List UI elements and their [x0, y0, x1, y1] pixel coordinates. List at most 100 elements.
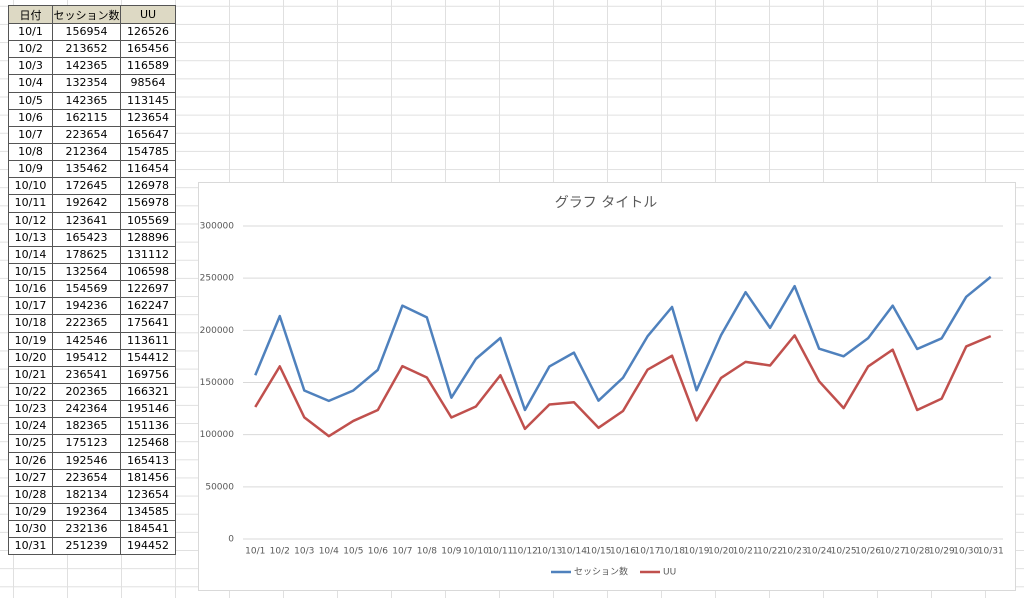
y-tick-label: 100000 [200, 430, 235, 440]
table-cell: 10/22 [8, 382, 53, 402]
table-row: 10/30 232136 184541 [8, 520, 176, 539]
legend-label: セッション数 [574, 566, 628, 578]
table-cell: 192364 [52, 502, 121, 522]
table-row: 10/22 202365 166321 [8, 382, 176, 402]
x-tick-label: 10/17 [635, 547, 661, 557]
chart-area [198, 182, 1016, 591]
table-cell: 10/12 [8, 211, 53, 230]
y-tick-label: 0 [228, 535, 234, 545]
table-cell: 142546 [52, 331, 121, 350]
table-row: 10/9 135462 116454 [8, 160, 176, 179]
table-cell: 10/15 [8, 262, 53, 282]
table-cell: 232136 [52, 520, 121, 539]
x-tick-label: 10/12 [512, 547, 538, 557]
table-cell: 10/5 [8, 91, 53, 110]
table-cell: 128896 [120, 228, 176, 247]
x-tick-label: 10/5 [343, 547, 363, 557]
table-cell: 10/19 [8, 331, 53, 350]
x-tick-label: 10/19 [684, 547, 710, 557]
table-row: 10/12 123641 105569 [8, 211, 176, 230]
table-row: 10/13 165423 128896 [8, 228, 176, 247]
table-cell: 165456 [120, 40, 176, 59]
table-cell: 154412 [120, 348, 176, 367]
header-row: 日付 セッション数 UU [8, 5, 176, 24]
table-cell: 202365 [52, 382, 121, 402]
table-cell: 222365 [52, 314, 121, 333]
table-row: 10/7 223654 165647 [8, 125, 176, 144]
table-cell: 132354 [52, 74, 121, 93]
x-tick-label: 10/22 [757, 547, 783, 557]
table-row: 10/29 192364 134585 [8, 502, 176, 522]
table-cell: 223654 [52, 125, 121, 144]
legend-label: UU [663, 568, 676, 578]
x-tick-label: 10/4 [319, 547, 339, 557]
x-tick-label: 10/23 [782, 547, 808, 557]
table-cell: 10/2 [8, 40, 53, 59]
table-cell: 165647 [120, 125, 176, 144]
table-cell: 194452 [120, 537, 176, 556]
x-tick-label: 10/25 [831, 547, 857, 557]
table-row: 10/18 222365 175641 [8, 314, 176, 333]
table-cell: 10/11 [8, 194, 53, 213]
y-tick-label: 200000 [200, 326, 235, 336]
x-tick-label: 10/24 [806, 547, 832, 557]
table-cell: 123641 [52, 211, 121, 230]
data-table: 日付 セッション数 UU 10/1 156954 126526 10/2 213652 1… [8, 5, 176, 556]
x-tick-label: 10/3 [294, 547, 314, 557]
x-tick-label: 10/10 [463, 547, 489, 557]
table-cell: 182134 [52, 485, 121, 504]
table-cell: 10/31 [8, 537, 53, 556]
x-tick-label: 10/29 [929, 547, 955, 557]
table-cell: 156954 [52, 22, 121, 42]
table-cell: 192642 [52, 194, 121, 213]
table-row: 10/11 192642 156978 [8, 194, 176, 213]
x-tick-label: 10/18 [659, 547, 685, 557]
x-tick-label: 10/15 [586, 547, 612, 557]
x-tick-label: 10/16 [610, 547, 636, 557]
table-row: 10/25 175123 125468 [8, 434, 176, 453]
table-cell: 195146 [120, 400, 176, 419]
table-cell: 116454 [120, 160, 176, 179]
table-row: 10/31 251239 194452 [8, 537, 176, 556]
x-tick-label: 10/26 [855, 547, 881, 557]
x-tick-label: 10/21 [733, 547, 759, 557]
table-cell: 134585 [120, 502, 176, 522]
x-tick-label: 10/27 [880, 547, 906, 557]
y-tick-label: 250000 [200, 274, 235, 284]
table-cell: 10/8 [8, 142, 53, 162]
series-line [254, 334, 992, 438]
table-row: 10/4 132354 98564 [8, 74, 176, 93]
table-cell: 223654 [52, 468, 121, 487]
table-cell: 10/29 [8, 502, 53, 522]
x-tick-label: 10/7 [392, 547, 412, 557]
table-cell: 175123 [52, 434, 121, 453]
table-cell: 10/28 [8, 485, 53, 504]
x-tick-label: 10/14 [561, 547, 587, 557]
table-cell: 135462 [52, 160, 121, 179]
y-tick-label: 50000 [205, 482, 234, 492]
x-tick-label: 10/11 [487, 547, 513, 557]
x-tick-label: 10/1 [245, 547, 265, 557]
table-row: 10/28 182134 123654 [8, 485, 176, 504]
x-tick-label: 10/20 [708, 547, 734, 557]
table-row: 10/2 213652 165456 [8, 40, 176, 59]
header-cell: セッション数 [52, 5, 121, 24]
table-cell: 192546 [52, 451, 121, 470]
table-cell: 98564 [120, 74, 176, 93]
table-cell: 213652 [52, 40, 121, 59]
table-body: 10/1 156954 126526 10/2 213652 165456 10/3 1423… [8, 22, 176, 556]
x-tick-label: 10/30 [953, 547, 979, 557]
table-row: 10/19 142546 113611 [8, 331, 176, 350]
table-row: 10/8 212364 154785 [8, 142, 176, 162]
x-tick-label: 10/2 [270, 547, 290, 557]
table-cell: 166321 [120, 382, 176, 402]
x-tick-label: 10/31 [978, 547, 1004, 557]
chart-title: グラフ タイトル [555, 195, 657, 211]
table-cell: 182365 [52, 417, 121, 436]
series-line [254, 275, 992, 412]
table-cell: 251239 [52, 537, 121, 556]
table-row: 10/24 182365 151136 [8, 417, 176, 436]
x-tick-label: 10/13 [536, 547, 562, 557]
